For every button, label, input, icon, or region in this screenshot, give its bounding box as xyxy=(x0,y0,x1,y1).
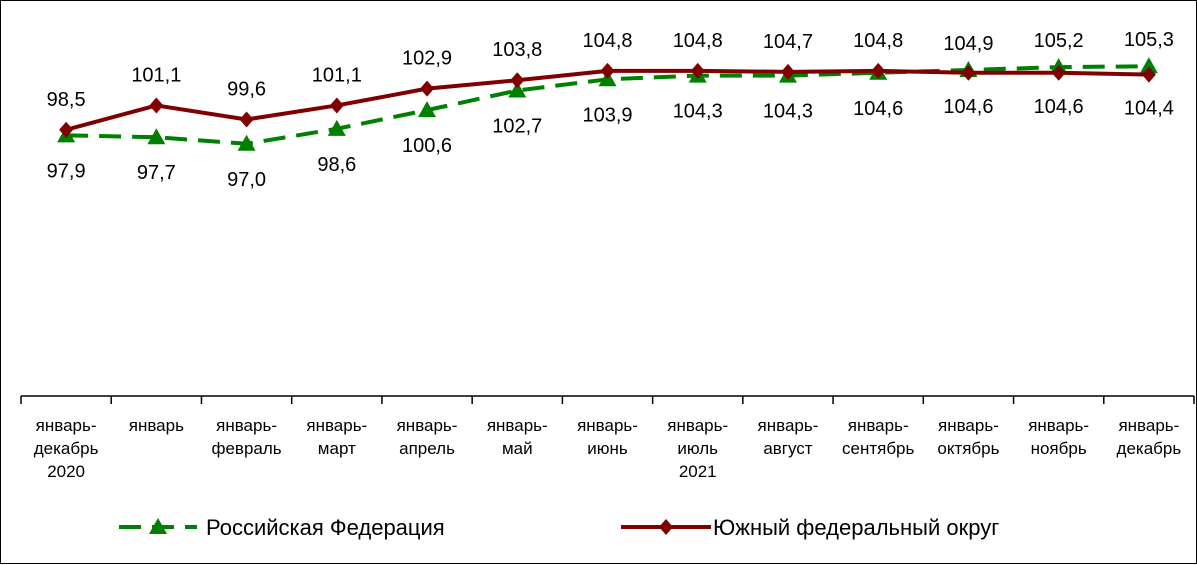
data-point-triangle xyxy=(147,128,166,145)
x-tick-label: январь-декабрь 2020 xyxy=(34,416,99,481)
data-label: 104,6 xyxy=(1034,96,1084,118)
data-labels: 97,9 97,7 97,0 98,6 100,6 102,7 103,9 104,3 104,… xyxy=(47,29,1174,191)
data-label: 105,3 xyxy=(1124,29,1174,51)
data-label: 101,1 xyxy=(312,64,362,86)
data-label: 104,6 xyxy=(853,98,903,120)
data-point-triangle xyxy=(1139,57,1158,74)
data-label: 99,6 xyxy=(227,78,266,100)
data-label: 104,8 xyxy=(673,30,723,52)
series-southern-federal-district xyxy=(59,62,1156,138)
x-tick-labels: январь-декабрь 2020 январь январь-февраль ян… xyxy=(34,416,1182,481)
legend-item: Российская Федерация xyxy=(119,515,445,540)
data-label: 104,7 xyxy=(763,31,813,53)
x-tick-label: январь-июнь xyxy=(577,416,638,458)
legend-item: Южный федеральный округ xyxy=(621,515,999,540)
data-label: 102,7 xyxy=(492,116,542,138)
legend-label: Российская Федерация xyxy=(206,515,445,540)
data-point-triangle xyxy=(418,101,437,118)
data-point-diamond xyxy=(329,97,344,114)
data-point-diamond xyxy=(690,62,705,79)
x-tick-label: январь-апрель xyxy=(397,416,458,458)
data-label: 97,0 xyxy=(227,169,266,191)
legend: Российская Федерация Южный федеральный ок… xyxy=(119,515,999,540)
data-point-diamond xyxy=(600,62,615,79)
data-label: 104,3 xyxy=(673,101,723,123)
data-label: 105,2 xyxy=(1034,30,1084,52)
data-label: 104,3 xyxy=(763,101,813,123)
data-point-diamond xyxy=(59,121,74,138)
data-label: 100,6 xyxy=(402,135,452,157)
x-tick-label: январь-июль 2021 xyxy=(667,416,728,481)
data-point-triangle xyxy=(237,134,256,151)
data-label: 101,1 xyxy=(131,64,181,86)
x-tick-label: январь-сентябрь xyxy=(842,416,915,458)
data-label: 97,7 xyxy=(137,162,176,184)
data-label: 104,9 xyxy=(943,33,993,55)
data-label: 98,6 xyxy=(317,154,356,176)
data-label: 102,9 xyxy=(402,48,452,70)
data-point-diamond xyxy=(780,63,795,80)
x-tick-label: январь xyxy=(129,416,184,435)
data-label: 104,4 xyxy=(1124,98,1174,120)
data-label: 98,5 xyxy=(47,89,86,111)
legend-label: Южный федеральный округ xyxy=(713,515,999,540)
x-tick-label: январь-октябрь xyxy=(937,416,999,458)
data-point-diamond xyxy=(420,80,435,97)
data-point-diamond xyxy=(1051,64,1066,81)
data-point-diamond xyxy=(239,111,254,128)
data-label: 97,9 xyxy=(47,160,86,182)
x-tick-label: январь-август xyxy=(758,416,819,458)
legend-marker-diamond xyxy=(659,519,673,535)
x-tick-label: январь-февраль xyxy=(211,416,281,458)
legend-marker-triangle xyxy=(149,518,167,534)
data-point-triangle xyxy=(508,81,527,98)
data-point-diamond xyxy=(149,97,164,114)
x-axis xyxy=(20,395,1195,404)
data-label: 104,6 xyxy=(943,96,993,118)
data-point-diamond xyxy=(871,62,886,79)
x-tick-label: январь-май xyxy=(487,416,548,458)
x-tick-label: январь-декабрь xyxy=(1117,416,1182,458)
series-layer xyxy=(57,57,1158,151)
data-label: 103,9 xyxy=(582,104,632,126)
data-point-diamond xyxy=(961,64,976,81)
data-label: 104,8 xyxy=(853,30,903,52)
data-label: 104,8 xyxy=(582,30,632,52)
x-tick-label: январь-ноябрь xyxy=(1028,416,1089,458)
data-point-diamond xyxy=(510,72,525,89)
data-point-diamond xyxy=(1141,66,1156,83)
x-tick-label: январь-март xyxy=(306,416,367,458)
data-point-triangle xyxy=(327,119,346,136)
data-label: 103,8 xyxy=(492,39,542,61)
